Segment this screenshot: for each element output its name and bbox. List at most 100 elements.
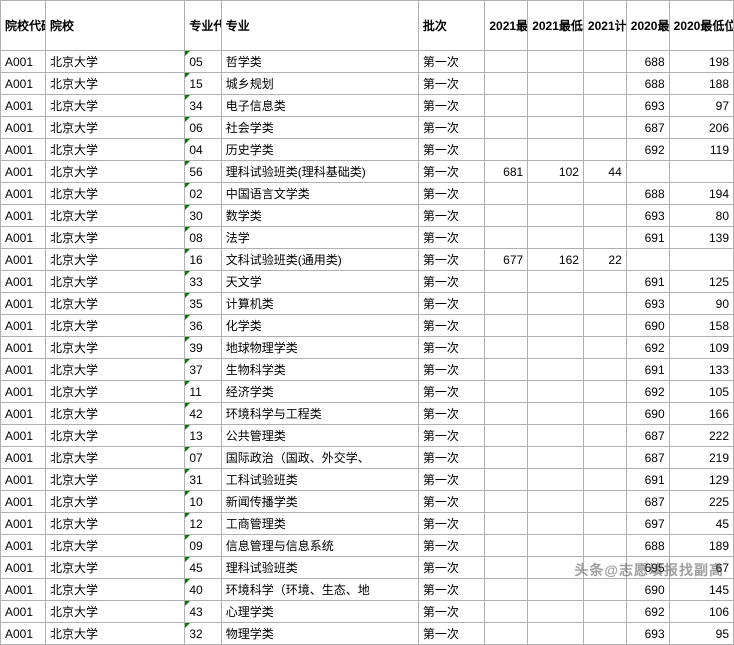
cell-school: 北京大学 xyxy=(46,249,185,271)
cell-rank20: 90 xyxy=(669,293,733,315)
cell-min20: 697 xyxy=(626,513,669,535)
cell-mcode: 32 xyxy=(185,623,221,645)
cell-rank21 xyxy=(528,271,584,293)
cell-plan21 xyxy=(583,623,626,645)
cell-school: 北京大学 xyxy=(46,183,185,205)
cell-major: 国际政治（国政、外交学、 xyxy=(221,447,418,469)
cell-code: A001 xyxy=(1,557,46,579)
cell-major: 心理学类 xyxy=(221,601,418,623)
cell-code: A001 xyxy=(1,51,46,73)
table-row: A001北京大学45理科试验班类第一次69567 xyxy=(1,557,734,579)
cell-mcode: 37 xyxy=(185,359,221,381)
cell-rank21 xyxy=(528,425,584,447)
table-row: A001北京大学43心理学类第一次692106 xyxy=(1,601,734,623)
cell-batch: 第一次 xyxy=(418,117,484,139)
cell-code: A001 xyxy=(1,315,46,337)
cell-rank21 xyxy=(528,117,584,139)
cell-major: 物理学类 xyxy=(221,623,418,645)
cell-rank20: 145 xyxy=(669,579,733,601)
cell-plan21 xyxy=(583,183,626,205)
cell-school: 北京大学 xyxy=(46,601,185,623)
cell-code: A001 xyxy=(1,579,46,601)
table-row: A001北京大学12工商管理类第一次69745 xyxy=(1,513,734,535)
cell-min20 xyxy=(626,249,669,271)
cell-plan21 xyxy=(583,227,626,249)
cell-batch: 第一次 xyxy=(418,139,484,161)
cell-major: 化学类 xyxy=(221,315,418,337)
cell-plan21 xyxy=(583,601,626,623)
cell-rank21 xyxy=(528,337,584,359)
col-header-min21: 2021最低分 xyxy=(485,1,528,51)
cell-school: 北京大学 xyxy=(46,205,185,227)
col-header-school: 院校 xyxy=(46,1,185,51)
table-row: A001北京大学07国际政治（国政、外交学、第一次687219 xyxy=(1,447,734,469)
cell-major: 历史学类 xyxy=(221,139,418,161)
cell-min21 xyxy=(485,557,528,579)
cell-batch: 第一次 xyxy=(418,95,484,117)
cell-school: 北京大学 xyxy=(46,513,185,535)
cell-min20: 692 xyxy=(626,381,669,403)
table-header: 院校代码院校专业代码专业批次2021最低分2021最低位次2021计划数2020… xyxy=(1,1,734,51)
cell-major: 环境科学与工程类 xyxy=(221,403,418,425)
cell-code: A001 xyxy=(1,205,46,227)
cell-rank21 xyxy=(528,491,584,513)
cell-min20: 691 xyxy=(626,359,669,381)
cell-batch: 第一次 xyxy=(418,381,484,403)
cell-min21 xyxy=(485,117,528,139)
cell-code: A001 xyxy=(1,447,46,469)
cell-major: 工科试验班类 xyxy=(221,469,418,491)
cell-rank20: 97 xyxy=(669,95,733,117)
cell-min21 xyxy=(485,183,528,205)
cell-major: 公共管理类 xyxy=(221,425,418,447)
cell-mcode: 04 xyxy=(185,139,221,161)
cell-mcode: 15 xyxy=(185,73,221,95)
cell-mcode: 07 xyxy=(185,447,221,469)
cell-plan21 xyxy=(583,205,626,227)
cell-min21: 681 xyxy=(485,161,528,183)
col-header-rank21: 2021最低位次 xyxy=(528,1,584,51)
cell-batch: 第一次 xyxy=(418,425,484,447)
cell-mcode: 05 xyxy=(185,51,221,73)
table-row: A001北京大学16文科试验班类(通用类)第一次67716222 xyxy=(1,249,734,271)
table-row: A001北京大学32物理学类第一次69395 xyxy=(1,623,734,645)
cell-min21 xyxy=(485,513,528,535)
col-header-mcode: 专业代码 xyxy=(185,1,221,51)
cell-rank20: 109 xyxy=(669,337,733,359)
cell-mcode: 02 xyxy=(185,183,221,205)
cell-plan21 xyxy=(583,557,626,579)
cell-rank21 xyxy=(528,359,584,381)
cell-rank20: 158 xyxy=(669,315,733,337)
table-row: A001北京大学09信息管理与信息系统第一次688189 xyxy=(1,535,734,557)
cell-major: 文科试验班类(通用类) xyxy=(221,249,418,271)
cell-school: 北京大学 xyxy=(46,403,185,425)
cell-mcode: 11 xyxy=(185,381,221,403)
table-row: A001北京大学06社会学类第一次687206 xyxy=(1,117,734,139)
cell-rank20: 80 xyxy=(669,205,733,227)
cell-plan21 xyxy=(583,293,626,315)
cell-code: A001 xyxy=(1,623,46,645)
cell-min21 xyxy=(485,293,528,315)
cell-batch: 第一次 xyxy=(418,51,484,73)
cell-plan21 xyxy=(583,535,626,557)
table-row: A001北京大学10新闻传播学类第一次687225 xyxy=(1,491,734,513)
table-row: A001北京大学04历史学类第一次692119 xyxy=(1,139,734,161)
cell-mcode: 33 xyxy=(185,271,221,293)
cell-batch: 第一次 xyxy=(418,535,484,557)
cell-major: 哲学类 xyxy=(221,51,418,73)
cell-batch: 第一次 xyxy=(418,557,484,579)
cell-code: A001 xyxy=(1,95,46,117)
cell-min21 xyxy=(485,315,528,337)
cell-mcode: 40 xyxy=(185,579,221,601)
table-row: A001北京大学05哲学类第一次688198 xyxy=(1,51,734,73)
cell-mcode: 43 xyxy=(185,601,221,623)
cell-school: 北京大学 xyxy=(46,73,185,95)
cell-rank21 xyxy=(528,205,584,227)
cell-min21 xyxy=(485,623,528,645)
cell-min21 xyxy=(485,381,528,403)
cell-rank20: 95 xyxy=(669,623,733,645)
cell-code: A001 xyxy=(1,293,46,315)
cell-min21 xyxy=(485,227,528,249)
cell-min21 xyxy=(485,337,528,359)
cell-major: 中国语言文学类 xyxy=(221,183,418,205)
cell-batch: 第一次 xyxy=(418,183,484,205)
